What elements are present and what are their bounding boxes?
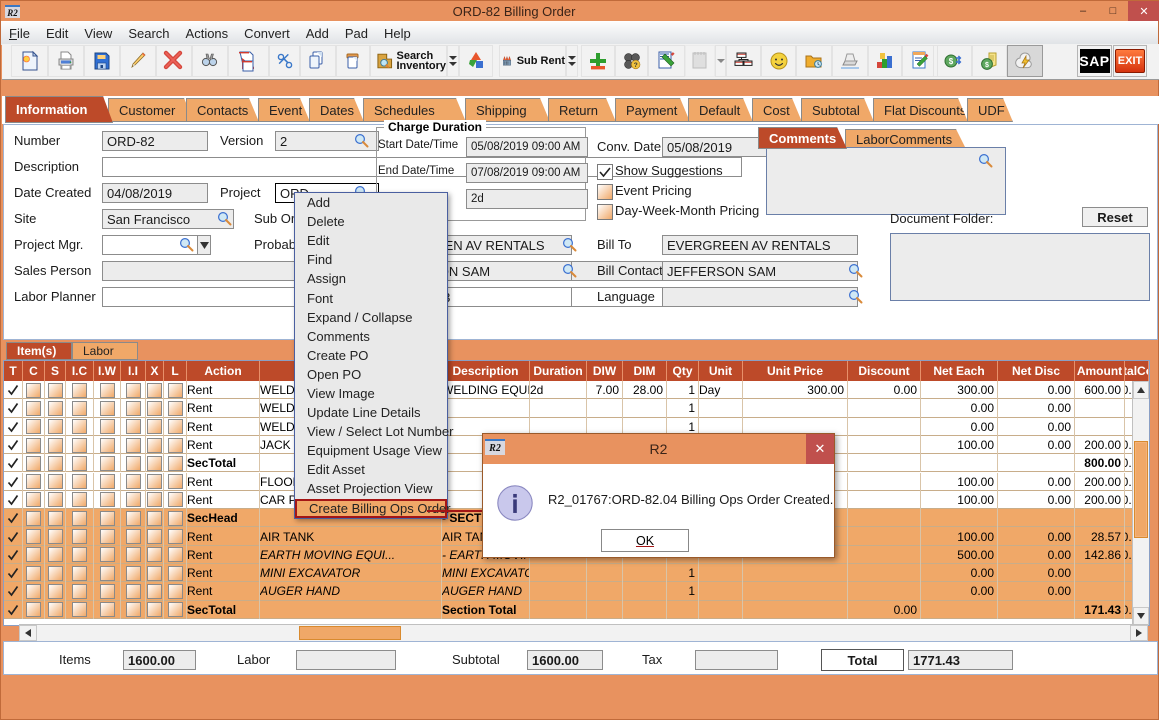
svg-text:$: $ — [985, 62, 989, 69]
svg-text:$: $ — [948, 57, 953, 66]
svg-text:?: ? — [633, 62, 637, 69]
